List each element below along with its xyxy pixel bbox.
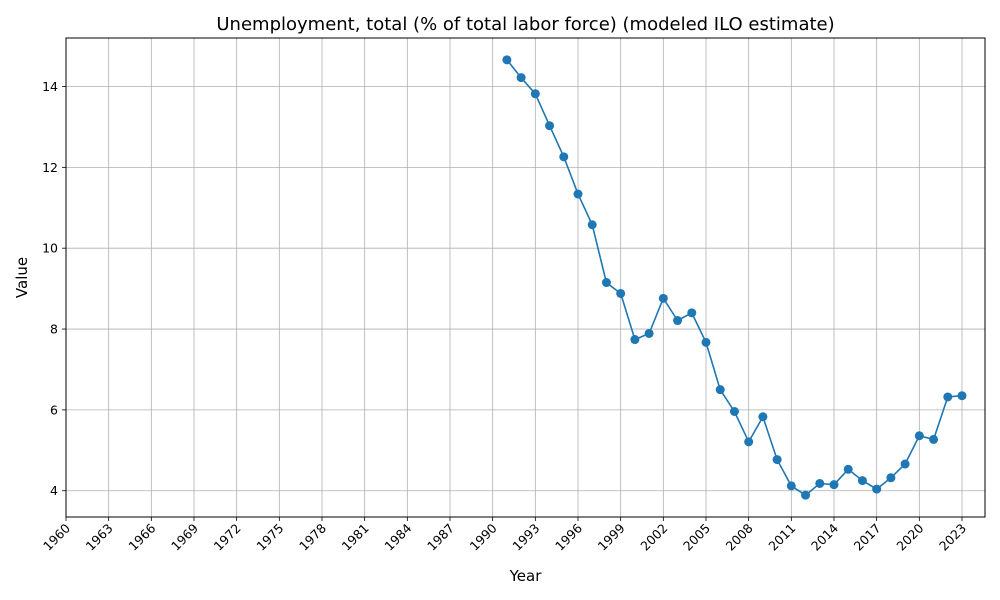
y-tick-label: 4: [50, 483, 58, 498]
grid: [65, 38, 985, 517]
y-axis-label: Value: [13, 257, 31, 298]
x-tick-label: 1999: [595, 520, 628, 553]
data-point: [715, 385, 725, 395]
data-point: [530, 89, 540, 99]
x-tick-label: 1996: [552, 520, 585, 553]
x-tick-label: 1993: [509, 521, 542, 554]
x-tick-label: 1975: [253, 521, 286, 554]
x-tick-label: 1987: [424, 521, 457, 554]
x-tick-label: 2023: [936, 521, 969, 554]
data-point: [516, 73, 526, 83]
data-point: [729, 406, 739, 416]
y-tick-label: 8: [50, 322, 58, 337]
data-point: [573, 189, 583, 199]
data-point: [687, 308, 697, 318]
data-point: [943, 392, 953, 402]
y-tick-label: 12: [42, 160, 58, 175]
x-tick-label: 1960: [40, 520, 73, 553]
data-point: [673, 316, 683, 326]
y-tick-label: 6: [50, 402, 58, 417]
data-point: [545, 121, 555, 131]
data-point: [872, 484, 882, 494]
x-tick-label: 1969: [168, 520, 201, 553]
data-point: [701, 337, 711, 347]
chart-title: Unemployment, total (% of total labor fo…: [216, 14, 834, 35]
x-tick-label: 2002: [637, 521, 670, 554]
x-axis-label: Year: [509, 567, 543, 585]
data-point: [772, 455, 782, 465]
x-tick-label: 2011: [765, 521, 798, 554]
data-point: [644, 328, 654, 338]
x-tick-label: 1978: [296, 520, 329, 553]
data-point: [914, 431, 924, 441]
y-axis: 4 6 8 10 12 14: [42, 79, 66, 498]
data-point: [900, 459, 910, 469]
data-point: [758, 412, 768, 422]
data-point: [616, 288, 626, 298]
y-tick-label: 14: [42, 79, 58, 94]
data-point: [929, 434, 939, 444]
plot-frame: [65, 37, 986, 518]
x-tick-label: 2020: [893, 520, 926, 553]
data-point: [843, 464, 853, 474]
data-point: [886, 473, 896, 483]
data-point: [502, 55, 512, 65]
x-tick-label: 1972: [211, 521, 244, 554]
data-point: [587, 220, 597, 230]
x-axis: 1960 1963 1966 1969 1972 1975 1978 1981 1984 1987…: [40, 517, 969, 554]
x-tick-label: 2014: [808, 520, 841, 553]
data-point: [857, 476, 867, 486]
data-point: [559, 152, 569, 162]
data-point: [630, 335, 640, 345]
data-point: [658, 293, 668, 303]
x-tick-label: 2005: [680, 521, 713, 554]
data-point: [829, 480, 839, 490]
data-point: [815, 478, 825, 488]
x-tick-label: 1990: [467, 520, 500, 553]
x-tick-label: 2008: [723, 520, 756, 553]
x-tick-label: 1966: [125, 520, 158, 553]
data-point: [957, 391, 967, 401]
series-line: [506, 59, 963, 497]
x-tick-label: 1984: [381, 520, 414, 553]
data-point: [801, 490, 811, 500]
x-tick-label: 2017: [851, 521, 884, 554]
series-area: [502, 55, 967, 500]
x-tick-label: 1963: [83, 521, 116, 554]
data-point: [744, 437, 754, 447]
data-point: [601, 278, 611, 288]
data-point: [786, 481, 796, 491]
y-tick-label: 10: [42, 241, 58, 256]
x-tick-label: 1981: [339, 521, 372, 554]
